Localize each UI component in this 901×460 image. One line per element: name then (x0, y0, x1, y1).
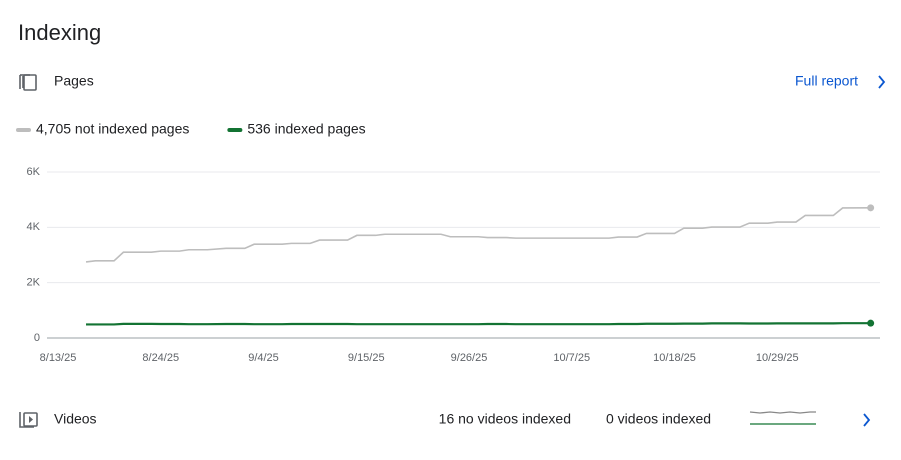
x-tick-label: 8/24/25 (142, 352, 179, 364)
chart: 4,705 not indexed pages 536 indexed pages… (16, 121, 880, 364)
end-point (867, 204, 875, 212)
sparkline (749, 411, 816, 414)
y-tick-label: 0 (34, 332, 40, 344)
chevron[interactable] (863, 413, 871, 427)
x-tick-label: 9/26/25 (451, 352, 488, 364)
full-report-link[interactable]: Full report (795, 73, 858, 89)
section-title: Indexing (18, 20, 101, 45)
x-tick-label: 10/7/25 (553, 352, 590, 364)
videos-label: Videos (54, 411, 97, 427)
x-tick-label: 10/29/25 (756, 352, 799, 364)
legend-label: 4,705 not indexed pages (36, 121, 189, 137)
x-tick-label: 8/13/25 (40, 352, 77, 364)
x-tick-label: 10/18/25 (653, 352, 696, 364)
pages-label: Pages (54, 73, 94, 89)
video-stat: 16 no videos indexed (439, 411, 571, 427)
y-tick-label: 6K (27, 166, 41, 178)
y-tick-label: 2K (27, 277, 41, 289)
end-point (867, 319, 875, 327)
legend-label: 536 indexed pages (247, 121, 365, 137)
series-line (85, 207, 871, 263)
video-stat: 0 videos indexed (606, 411, 711, 427)
chevron[interactable] (878, 75, 886, 89)
y-tick-label: 4K (27, 221, 41, 233)
x-tick-label: 9/4/25 (248, 352, 279, 364)
series-line (86, 322, 871, 326)
pages-icon (19, 74, 37, 91)
videos-icon (19, 412, 38, 428)
x-tick-label: 9/15/25 (348, 352, 385, 364)
